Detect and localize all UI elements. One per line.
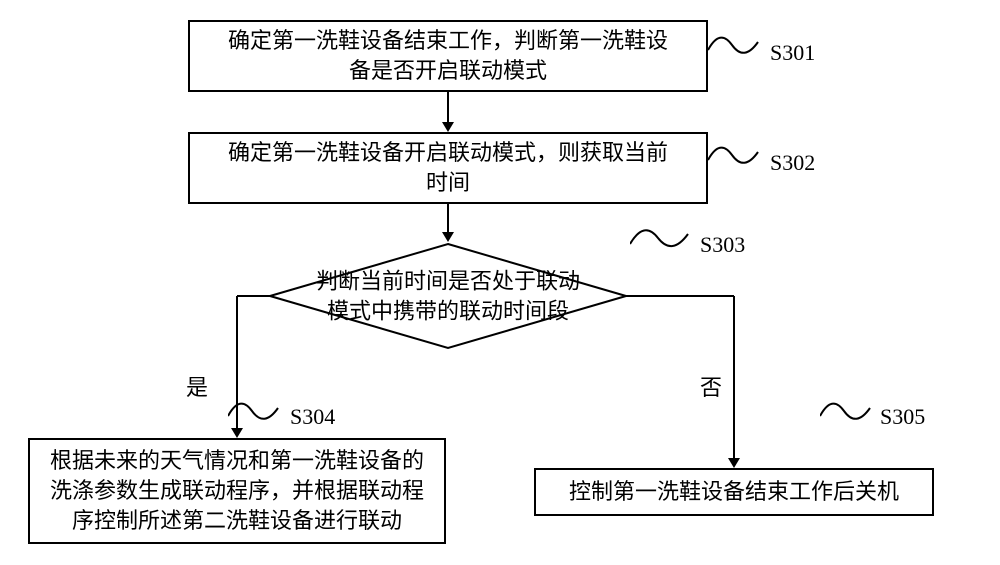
squiggle-s302 [708,140,768,170]
node-s305-line1: 控制第一洗鞋设备结束工作后关机 [569,477,899,507]
squiggle-s303 [630,222,698,252]
squiggle-s301 [708,30,768,60]
node-s301-line2: 备是否开启联动模式 [349,58,547,83]
label-s304: S304 [290,404,335,430]
node-s301: 确定第一洗鞋设备结束工作，判断第一洗鞋设 备是否开启联动模式 [188,20,708,92]
node-s303-line2: 模式中携带的联动时间段 [327,298,569,323]
edge-e4 [626,292,746,472]
node-s305: 控制第一洗鞋设备结束工作后关机 [534,468,934,516]
squiggle-s304 [228,396,288,426]
label-s303: S303 [700,232,745,258]
node-s304-line3: 序控制所述第二洗鞋设备进行联动 [72,508,402,533]
node-s301-line1: 确定第一洗鞋设备结束工作，判断第一洗鞋设 [228,28,668,53]
node-s303-line1: 判断当前时间是否处于联动 [316,268,580,293]
squiggle-s305 [820,396,880,426]
node-s303: 判断当前时间是否处于联动 模式中携带的联动时间段 [268,242,628,350]
node-s304: 根据未来的天气情况和第一洗鞋设备的 洗涤参数生成联动程序，并根据联动程 序控制所… [28,438,446,544]
flowchart-canvas: 确定第一洗鞋设备结束工作，判断第一洗鞋设 备是否开启联动模式 S301 确定第一… [0,0,1000,565]
node-s304-line2: 洗涤参数生成联动程序，并根据联动程 [50,478,424,503]
label-s301: S301 [770,40,815,66]
node-s302-line1: 确定第一洗鞋设备开启联动模式，则获取当前 [228,140,668,165]
edge-e4-label: 否 [700,370,722,402]
label-s302: S302 [770,150,815,176]
node-s302: 确定第一洗鞋设备开启联动模式，则获取当前 时间 [188,132,708,204]
edge-e3-label: 是 [186,370,208,402]
node-s302-line2: 时间 [426,170,470,195]
node-s304-line1: 根据未来的天气情况和第一洗鞋设备的 [50,448,424,473]
edge-e2 [440,204,456,244]
edge-e1 [440,92,456,134]
label-s305: S305 [880,404,925,430]
